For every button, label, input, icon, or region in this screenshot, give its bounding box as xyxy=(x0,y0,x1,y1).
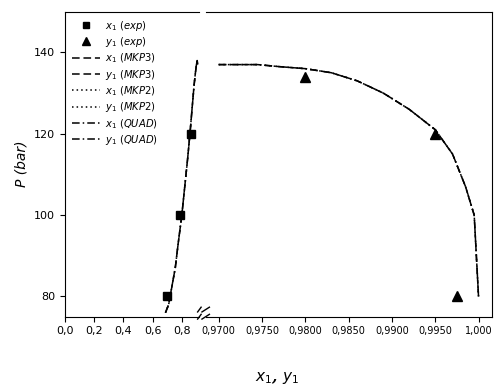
Y-axis label: P (bar): P (bar) xyxy=(14,141,28,187)
Legend: $x_1$ $(exp)$, $y_1$ $(exp)$, $x_1$ $(MKP3)$, $y_1$ $(MKP3)$, $x_1$ $(MKP2)$, $y: $x_1$ $(exp)$, $y_1$ $(exp)$, $x_1$ $(MK… xyxy=(70,17,160,149)
Text: $x_1$, $y_1$: $x_1$, $y_1$ xyxy=(255,370,299,386)
